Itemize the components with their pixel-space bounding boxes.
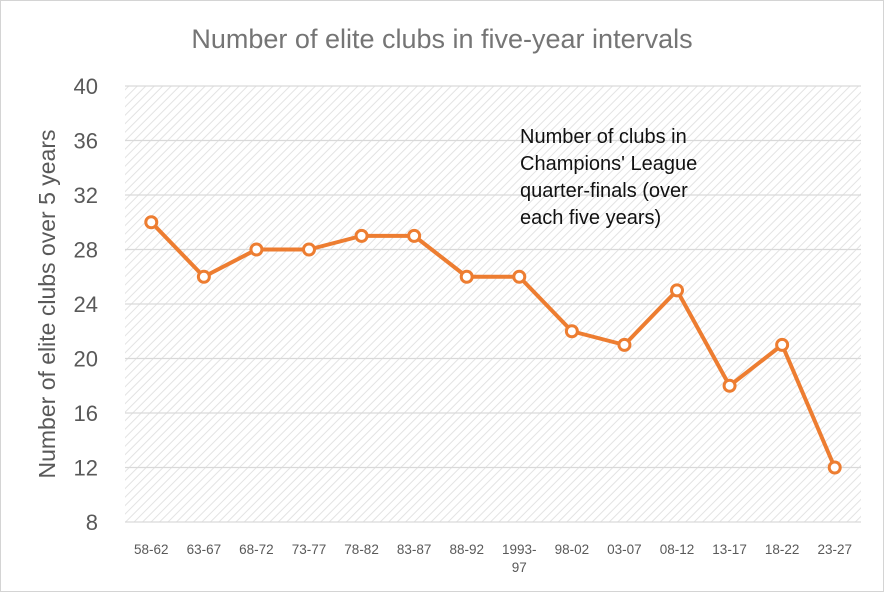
series-line-path bbox=[149, 220, 837, 470]
y-tick-label: 20 bbox=[74, 347, 98, 372]
data-point bbox=[407, 228, 422, 243]
y-tick-label: 12 bbox=[74, 456, 98, 481]
y-tick-label: 24 bbox=[74, 292, 98, 317]
x-tick-label: 78-82 bbox=[344, 542, 379, 557]
data-point bbox=[617, 337, 632, 352]
annotation-text: Number of clubs in Champions' League quart… bbox=[520, 126, 697, 229]
data-point bbox=[144, 215, 159, 230]
x-tick-label: 08-12 bbox=[660, 542, 695, 557]
data-point bbox=[827, 460, 842, 475]
data-point bbox=[354, 228, 369, 243]
series-line bbox=[149, 220, 837, 470]
series-points bbox=[144, 215, 842, 475]
x-tick-label: 68-72 bbox=[239, 542, 274, 557]
gridlines bbox=[125, 85, 861, 523]
chart-title: Number of elite clubs in five-year inter… bbox=[191, 24, 692, 54]
data-point bbox=[302, 242, 316, 257]
y-axis-ticks: 8 12 16 20 24 28 32 36 40 bbox=[74, 74, 98, 535]
x-tick-label: 73-77 bbox=[292, 542, 327, 557]
data-point bbox=[670, 283, 684, 298]
x-tick-label: 98-02 bbox=[555, 542, 590, 557]
x-tick-label: 88-92 bbox=[449, 542, 484, 557]
data-point bbox=[775, 337, 790, 352]
y-tick-label: 40 bbox=[74, 74, 98, 99]
data-point bbox=[196, 269, 211, 284]
x-tick-label: 23-27 bbox=[817, 542, 852, 557]
y-tick-label: 16 bbox=[74, 401, 98, 426]
data-point bbox=[722, 378, 737, 393]
data-point bbox=[459, 269, 474, 284]
x-tick-label: 1993-97 bbox=[502, 542, 537, 575]
y-tick-label: 36 bbox=[74, 129, 98, 154]
x-axis-ticks: 58-62 63-67 68-72 73-77 78-82 83-87 88-92 1993-… bbox=[134, 542, 852, 575]
y-tick-label: 8 bbox=[86, 510, 98, 535]
x-tick-label: 18-22 bbox=[765, 542, 800, 557]
data-point bbox=[512, 269, 527, 284]
annotation-textbox: Number of clubs in Champions' League quart… bbox=[520, 126, 697, 229]
x-tick-label: 83-87 bbox=[397, 542, 432, 557]
y-axis-label: Number of elite clubs over 5 years bbox=[34, 130, 60, 479]
x-tick-label: 13-17 bbox=[712, 542, 747, 557]
data-point bbox=[249, 242, 264, 257]
y-tick-label: 28 bbox=[74, 238, 98, 263]
x-tick-label: 58-62 bbox=[134, 542, 169, 557]
y-tick-label: 32 bbox=[74, 183, 98, 208]
x-tick-label: 63-67 bbox=[187, 542, 222, 557]
data-point bbox=[564, 324, 579, 339]
x-tick-label: 03-07 bbox=[607, 542, 642, 557]
